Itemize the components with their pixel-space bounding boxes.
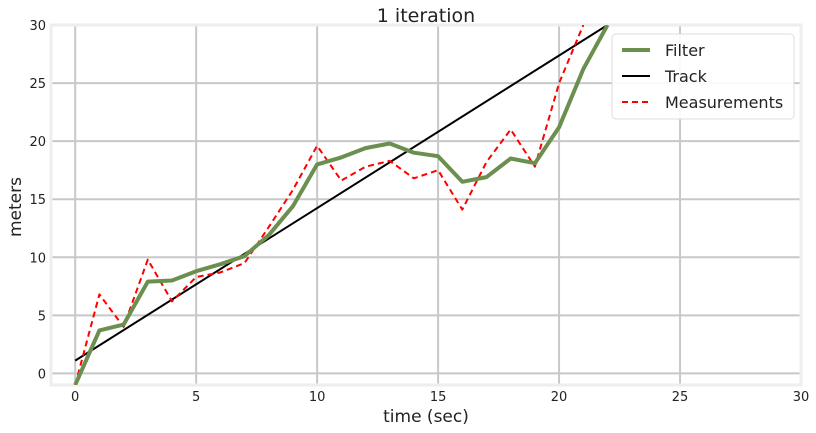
y-tick-label: 15 [29,193,46,208]
x-tick-label: 0 [71,390,79,405]
legend-label-measurements: Measurements [665,93,783,112]
x-tick-label: 5 [192,390,200,405]
chart-title: 1 iteration [377,5,475,27]
legend-label-track: Track [664,67,708,86]
legend-label-filter: Filter [665,41,705,60]
x-tick-label: 15 [430,390,447,405]
y-tick-label: 20 [29,135,46,150]
y-axis-label: meters [6,177,26,237]
x-axis: 0 5 10 15 20 25 30 [71,390,809,405]
series-line-measurements [74,25,585,385]
x-tick-label: 30 [793,390,810,405]
y-tick-label: 30 [29,19,46,34]
x-tick-label: 10 [309,390,326,405]
series-line-track [74,25,609,362]
y-axis: 0 5 10 15 20 25 30 [29,19,46,382]
y-tick-label: 25 [29,77,46,92]
plot-frame [49,23,803,387]
x-tick-label: 20 [551,390,568,405]
legend: Filter Track Measurements [611,33,795,120]
legend-box [611,33,795,120]
x-tick-label: 25 [672,390,689,405]
y-tick-label: 0 [38,367,46,382]
plot-area [73,25,610,385]
y-tick-label: 5 [38,309,46,324]
series-line-filter [73,25,610,385]
x-axis-label: time (sec) [383,407,469,427]
y-tick-label: 10 [29,251,46,266]
